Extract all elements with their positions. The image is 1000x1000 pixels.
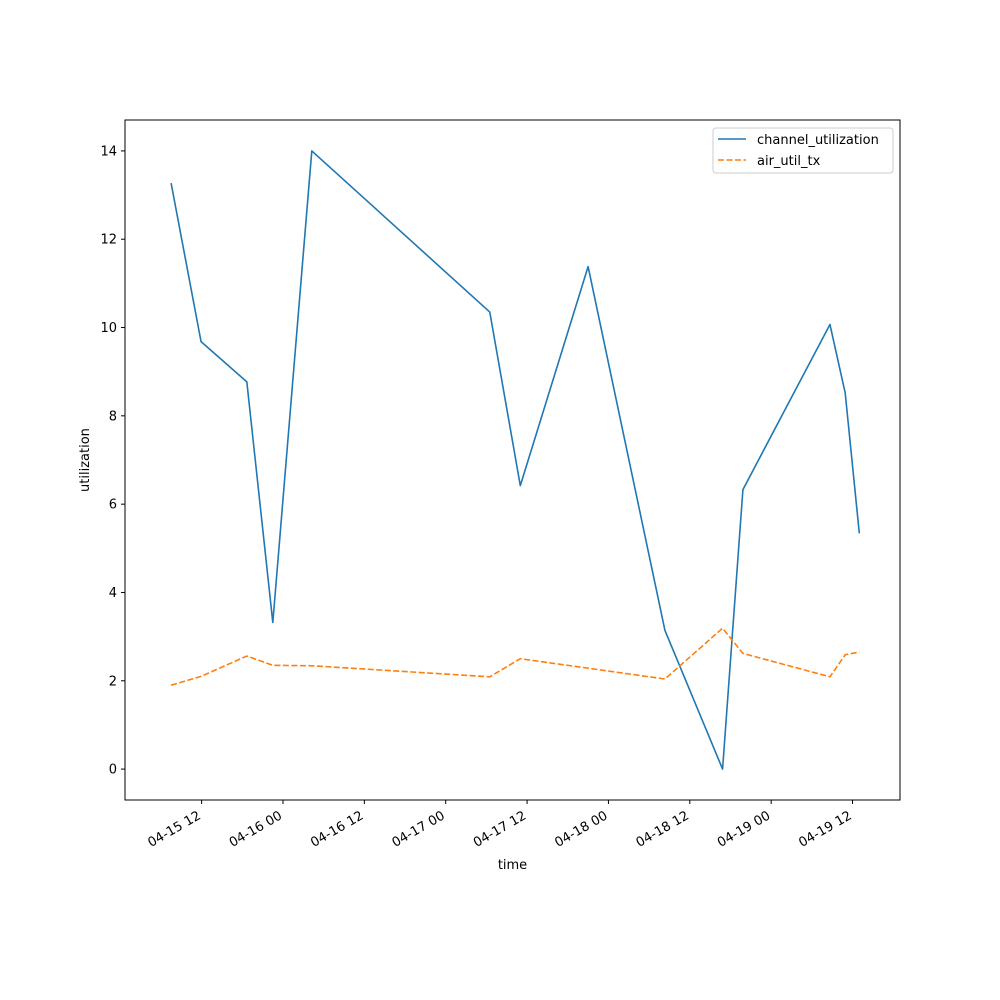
y-tick-label: 12: [100, 233, 117, 248]
series-line-air-util-tx: [170, 627, 860, 686]
y-axis: 0 2 4 6 8 10 12 14: [100, 144, 125, 778]
legend-label: air_util_tx: [757, 154, 821, 169]
plot-area: [170, 150, 861, 770]
y-tick-label: 6: [109, 498, 117, 513]
legend: channel_utilization air_util_tx: [712, 127, 894, 174]
y-tick-label: 8: [109, 409, 117, 424]
axes-frame: [124, 119, 901, 801]
y-tick-label: 10: [100, 321, 117, 336]
y-axis-title: utilization: [78, 428, 93, 492]
legend-label: channel_utilization: [757, 133, 879, 148]
y-tick-label: 14: [100, 144, 117, 159]
y-tick-label: 2: [109, 674, 117, 689]
y-tick-label: 0: [109, 763, 117, 778]
legend-box: [712, 127, 894, 174]
x-axis-title: time: [498, 858, 527, 873]
series-line-channel-utilization: [170, 150, 861, 770]
y-tick-label: 4: [109, 586, 117, 601]
